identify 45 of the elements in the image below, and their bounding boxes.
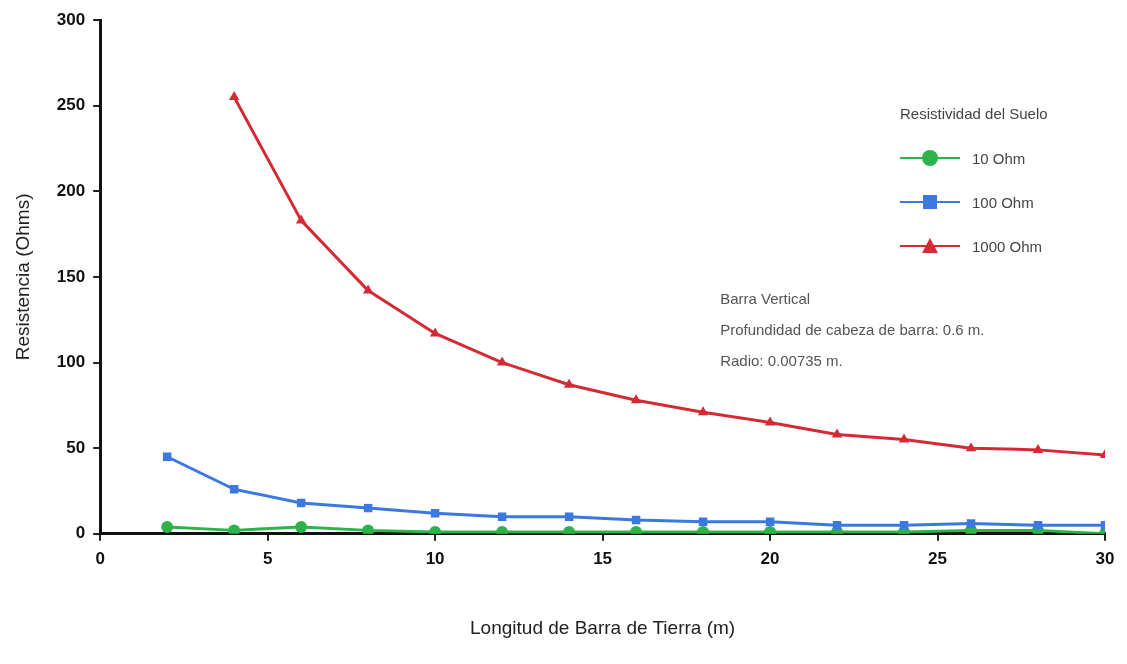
point [362, 524, 375, 534]
point [898, 433, 910, 443]
point [295, 214, 307, 224]
x-tick-label: 5 [262, 548, 273, 568]
point [966, 519, 976, 528]
point [496, 356, 508, 366]
x-tick-label: 0 [95, 548, 105, 568]
x-tick-label: 10 [425, 548, 445, 568]
x-tick-label: 25 [928, 548, 947, 568]
y-axis-title: Resistencia (Ohms) [11, 193, 33, 361]
point [831, 428, 843, 438]
point [228, 91, 240, 101]
y-tick-label: 200 [56, 180, 86, 200]
point [1032, 443, 1044, 453]
point [161, 520, 174, 533]
legend-label: 10 Ohm [972, 149, 1026, 167]
point [228, 524, 241, 534]
x-axis-title: Longitud de Barra de Tierra (m) [470, 616, 736, 638]
x-tick-label: 15 [593, 548, 613, 568]
point [162, 452, 172, 461]
point [229, 485, 239, 494]
point [564, 512, 574, 521]
legend-label: 100 Ohm [972, 193, 1034, 211]
point [497, 512, 507, 521]
point [630, 394, 642, 404]
y-tick-label: 50 [66, 437, 86, 457]
point [764, 416, 776, 426]
y-tick-label: 0 [75, 523, 86, 543]
y-tick-label: 100 [56, 352, 86, 372]
point [965, 442, 977, 452]
x-tick-label: 30 [1095, 548, 1115, 568]
legend-title: Resistividad del Suelo [900, 105, 1048, 122]
y-tick-label: 150 [56, 266, 86, 286]
annotation: Radio: 0.00735 m. [720, 352, 843, 370]
legend-label: 1000 Ohm [972, 237, 1043, 255]
y-tick-label: 250 [56, 95, 86, 115]
point [295, 520, 308, 533]
point [362, 284, 374, 294]
annotation: Profundidad de cabeza de barra: 0.6 m. [720, 321, 985, 339]
point [429, 327, 441, 337]
y-tick-label: 300 [56, 9, 86, 29]
point [563, 378, 575, 388]
annotation: Barra Vertical [720, 290, 811, 308]
x-tick-label: 20 [760, 548, 780, 568]
point [697, 406, 709, 416]
